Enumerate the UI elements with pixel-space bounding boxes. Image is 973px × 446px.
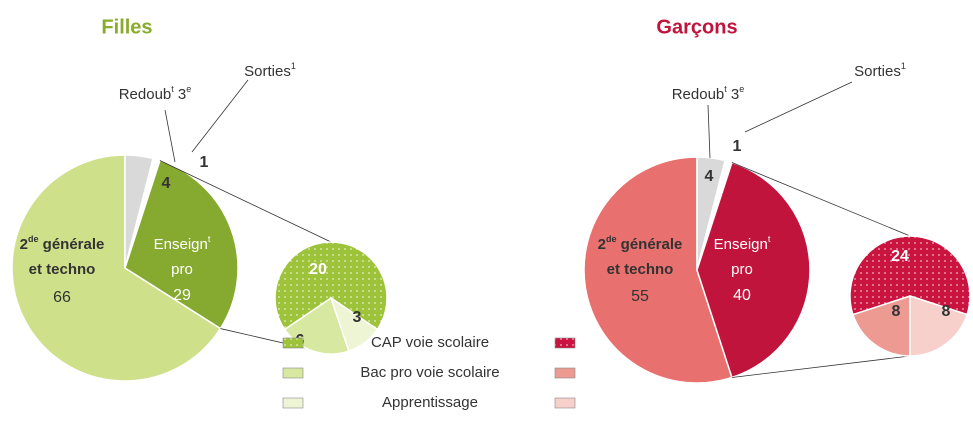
chart-title: Garçons <box>656 16 737 38</box>
pie-slice <box>696 161 811 379</box>
label-superscript: t <box>724 84 727 94</box>
label-superscript: e <box>739 84 744 94</box>
sub-value-label: 8 <box>942 303 951 320</box>
label-part: générale <box>38 236 104 253</box>
label-part: Enseign <box>154 236 208 253</box>
legend-label: Apprentissage <box>382 394 478 411</box>
label-part: pro <box>171 261 193 278</box>
leader-line <box>707 104 711 159</box>
value-label: 1 <box>200 154 209 171</box>
value-label: 29 <box>173 287 191 304</box>
sub-pie-slice <box>274 241 388 331</box>
leader-line <box>164 109 176 163</box>
value-label: 1 <box>733 138 742 155</box>
slice-label: et techno <box>29 261 96 278</box>
sub-value-label: 8 <box>892 303 901 320</box>
label-part: Enseign <box>714 236 768 253</box>
legend-label: Bac pro voie scolaire <box>360 364 499 381</box>
leader-line <box>744 81 853 133</box>
label-part: 3 <box>727 86 740 103</box>
value-label: 4 <box>705 168 714 185</box>
sub-value-label: 20 <box>309 261 327 278</box>
pie-slice <box>11 154 222 382</box>
slice-label: 2de générale <box>20 234 105 253</box>
value-label: 40 <box>733 287 751 304</box>
label-superscript: t <box>768 234 771 244</box>
label-part: Sorties <box>244 63 291 80</box>
slice-label: Enseignt <box>154 234 211 253</box>
slice-label: Sorties1 <box>244 61 296 80</box>
label-part: Sorties <box>854 63 901 80</box>
legend-swatch <box>282 397 304 409</box>
legend-swatch <box>554 397 576 409</box>
label-part: 2 <box>598 236 606 253</box>
slice-label: Redoubt 3e <box>672 84 745 103</box>
label-part: générale <box>616 236 682 253</box>
label-part: Redoub <box>119 86 172 103</box>
label-part: pro <box>731 261 753 278</box>
chart-title: Filles <box>101 16 152 38</box>
slice-label: et techno <box>607 261 674 278</box>
label-part: 3 <box>174 86 187 103</box>
legend-swatch <box>282 337 304 349</box>
slice-label: pro <box>731 261 753 278</box>
value-label: 4 <box>162 175 171 192</box>
slice-label: 2de générale <box>598 234 683 253</box>
sub-value-label: 3 <box>353 309 362 326</box>
connector-line <box>731 162 911 237</box>
pie-slice <box>124 159 239 330</box>
slice-label: Enseignt <box>714 234 771 253</box>
sub-pie-slice <box>329 296 379 353</box>
leader-line <box>191 79 249 153</box>
connector-line <box>731 355 911 378</box>
label-superscript: de <box>28 234 39 244</box>
label-superscript: t <box>208 234 211 244</box>
label-part: 2 <box>20 236 28 253</box>
pie-slice <box>583 156 733 384</box>
label-part: et techno <box>607 261 674 278</box>
sub-pie-slice <box>849 235 971 316</box>
legend-swatch <box>554 367 576 379</box>
label-superscript: 1 <box>291 61 296 71</box>
label-superscript: 1 <box>901 61 906 71</box>
slice-label: Sorties1 <box>854 61 906 80</box>
sub-pie-slice <box>851 294 911 357</box>
slice-label: Redoubt 3e <box>119 84 192 103</box>
connector-line <box>159 160 332 243</box>
label-superscript: e <box>186 84 191 94</box>
legend-swatch <box>554 337 576 349</box>
value-label: 55 <box>631 288 649 305</box>
value-label: 66 <box>53 289 71 306</box>
slice-label: pro <box>171 261 193 278</box>
label-superscript: de <box>606 234 617 244</box>
legend-label: CAP voie scolaire <box>371 334 489 351</box>
sub-pie-slice <box>909 294 969 357</box>
label-superscript: t <box>171 84 174 94</box>
label-part: Redoub <box>672 86 725 103</box>
sub-value-label: 24 <box>891 248 909 265</box>
legend-swatch <box>282 367 304 379</box>
label-part: et techno <box>29 261 96 278</box>
